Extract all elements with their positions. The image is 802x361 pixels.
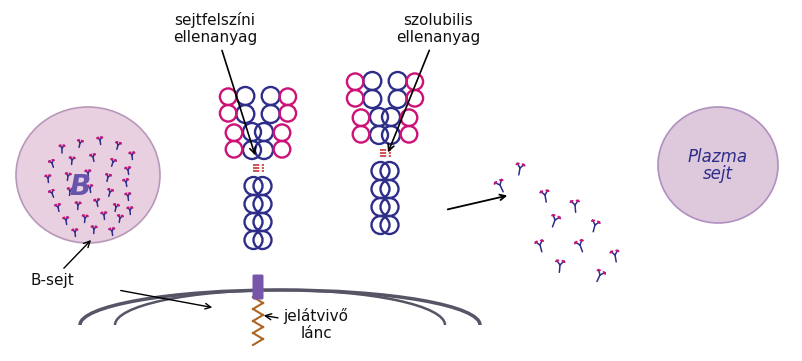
Text: Plazma: Plazma: [688, 148, 748, 166]
Ellipse shape: [16, 107, 160, 243]
Ellipse shape: [658, 107, 778, 223]
Text: sejtfelszíni
ellenanyag: sejtfelszíni ellenanyag: [173, 12, 257, 153]
Text: szolubilis
ellenanyag: szolubilis ellenanyag: [388, 13, 480, 151]
Text: jelátvivő
lánc: jelátvivő lánc: [265, 308, 349, 341]
FancyBboxPatch shape: [253, 274, 264, 300]
Text: B-sejt: B-sejt: [30, 241, 90, 288]
Text: B: B: [70, 173, 91, 201]
Text: sejt: sejt: [703, 165, 733, 183]
